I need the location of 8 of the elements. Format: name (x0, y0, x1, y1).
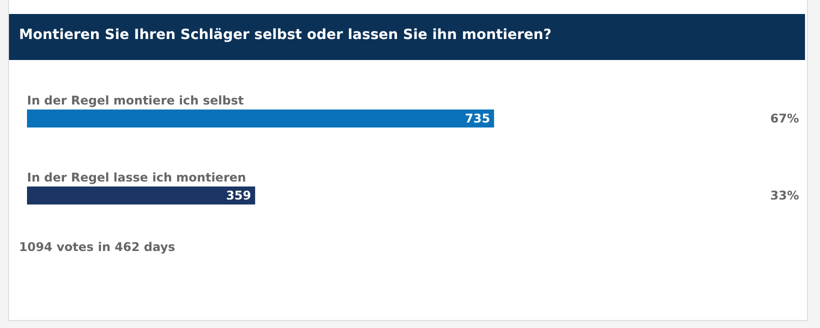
y-tick-label: In der Regel montiere ich selbst (27, 94, 244, 108)
text: 67% (770, 112, 799, 126)
chart-title: Montieren Sie Ihren Schläger selbst oder lassen Sie ihn montieren? (19, 27, 552, 43)
data-label: 735 (465, 112, 490, 126)
y-tick-label: In der Regel lasse ich montieren (27, 170, 246, 184)
text: 1094 votes in 462 days (19, 240, 176, 254)
data-label: 359 (226, 188, 252, 202)
text: 33% (770, 188, 799, 202)
